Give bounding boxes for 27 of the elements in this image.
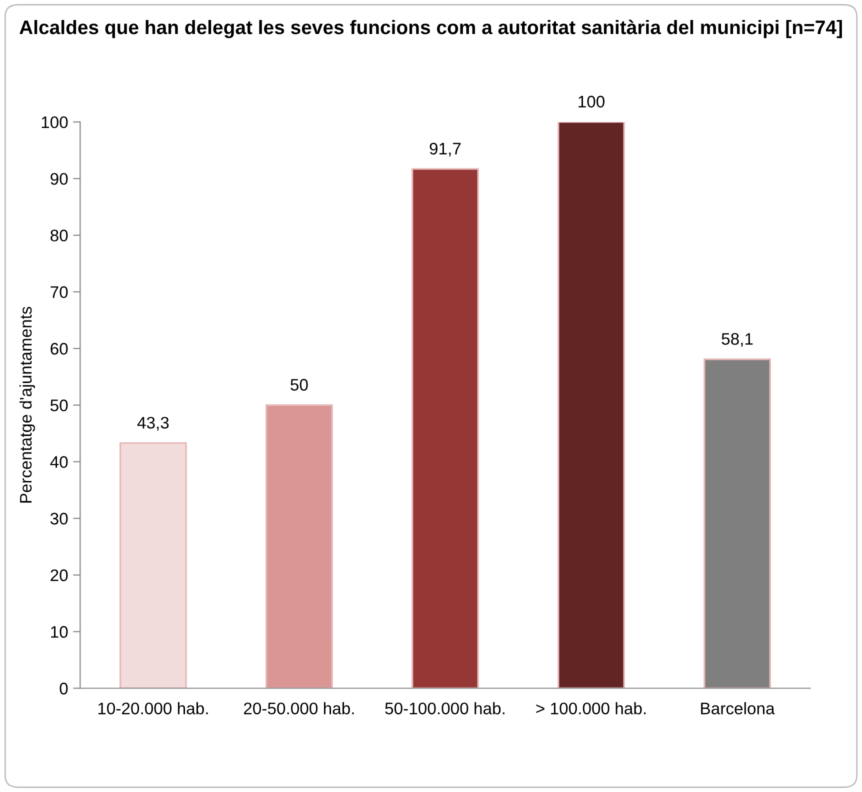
y-tick-label: 100 bbox=[42, 116, 68, 128]
x-tick-label: 50-100.000 hab. bbox=[385, 702, 504, 714]
bar bbox=[266, 404, 333, 688]
y-tick-label: 80 bbox=[50, 230, 68, 242]
y-axis-title: Percentatge d'ajuntaments bbox=[19, 306, 35, 503]
y-tick-label: 10 bbox=[51, 626, 68, 638]
data-label: 50 bbox=[290, 378, 308, 391]
y-tick-label: 30 bbox=[50, 512, 68, 525]
bar bbox=[558, 122, 625, 688]
x-tick-label: 10-20.000 hab. bbox=[98, 702, 208, 714]
x-tick-label: Barcelona bbox=[701, 702, 775, 714]
x-tick-label: 20-50.000 hab. bbox=[244, 702, 354, 714]
x-tick-label: > 100.000 hab. bbox=[536, 702, 646, 714]
y-tick-label: 20 bbox=[50, 569, 68, 582]
data-label: 43,3 bbox=[137, 416, 169, 431]
y-tick-label: 50 bbox=[50, 400, 68, 412]
y-tick-label: 70 bbox=[50, 286, 68, 298]
data-label: 91,7 bbox=[430, 142, 461, 157]
y-tick-label: 40 bbox=[50, 456, 68, 468]
data-label: 100 bbox=[578, 96, 604, 108]
y-tick-label: 0 bbox=[60, 682, 68, 694]
y-tick-label: 60 bbox=[50, 342, 68, 355]
y-tick-label: 90 bbox=[50, 172, 68, 185]
bar bbox=[412, 168, 479, 688]
bar bbox=[119, 442, 187, 688]
chart-title: Alcaldes que han delegat les seves funcions com a autoritat sanitària del municipi [n=74] bbox=[20, 20, 842, 38]
data-label: 58,1 bbox=[722, 333, 753, 347]
